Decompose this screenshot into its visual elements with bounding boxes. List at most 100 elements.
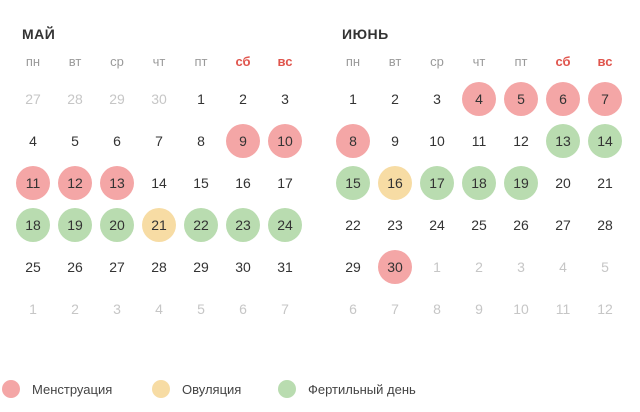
day-cell-fertile[interactable]: 19 bbox=[54, 204, 96, 246]
day-number: 6 bbox=[349, 301, 357, 317]
calendar-month-june: ИЮНЬ пн вт ср чт пт сб вс 1 2 3 4 5 6 7 8 9 10 11 12 13 14 1… bbox=[332, 22, 626, 330]
day-cell[interactable]: 1 bbox=[332, 78, 374, 120]
day-cell[interactable]: 10 bbox=[416, 120, 458, 162]
day-cell[interactable]: 30 bbox=[222, 246, 264, 288]
day-cell[interactable]: 23 bbox=[374, 204, 416, 246]
day-cell-period[interactable]: 13 bbox=[96, 162, 138, 204]
day-number: 2 bbox=[475, 259, 483, 275]
day-number: 29 bbox=[109, 91, 125, 107]
day-cell[interactable]: 15 bbox=[180, 162, 222, 204]
month-title: ИЮНЬ bbox=[342, 26, 389, 42]
day-cell-period[interactable]: 10 bbox=[264, 120, 306, 162]
day-number: 7 bbox=[155, 133, 163, 149]
day-number: 8 bbox=[336, 124, 370, 158]
day-cell-fertile[interactable]: 17 bbox=[416, 162, 458, 204]
weekday-label: вс bbox=[277, 54, 293, 69]
day-cell-period[interactable]: 30 bbox=[374, 246, 416, 288]
day-cell-fertile[interactable]: 15 bbox=[332, 162, 374, 204]
day-cell[interactable]: 4 bbox=[12, 120, 54, 162]
day-cell[interactable]: 2 bbox=[222, 78, 264, 120]
day-cell[interactable]: 31 bbox=[264, 246, 306, 288]
weekday-label: сб bbox=[235, 54, 251, 69]
day-cell[interactable]: 1 bbox=[180, 78, 222, 120]
day-cell-ovulation[interactable]: 21 bbox=[138, 204, 180, 246]
day-cell-other-month: 3 bbox=[500, 246, 542, 288]
day-number: 3 bbox=[113, 301, 121, 317]
day-cell-fertile[interactable]: 13 bbox=[542, 120, 584, 162]
day-cell-period[interactable]: 6 bbox=[542, 78, 584, 120]
day-number: 30 bbox=[235, 259, 251, 275]
legend-item-ovulation: Овуляция bbox=[152, 374, 241, 404]
day-number: 14 bbox=[588, 124, 622, 158]
period-dot-icon bbox=[2, 380, 20, 398]
day-cell-period[interactable]: 7 bbox=[584, 78, 626, 120]
day-number: 1 bbox=[433, 259, 441, 275]
day-cell[interactable]: 3 bbox=[416, 78, 458, 120]
day-cell-other-month: 4 bbox=[138, 288, 180, 330]
day-cell[interactable]: 27 bbox=[542, 204, 584, 246]
day-cell[interactable]: 11 bbox=[458, 120, 500, 162]
day-cell[interactable]: 25 bbox=[458, 204, 500, 246]
day-cell[interactable]: 28 bbox=[584, 204, 626, 246]
day-cell[interactable]: 25 bbox=[12, 246, 54, 288]
day-cell-period[interactable]: 5 bbox=[500, 78, 542, 120]
day-cell[interactable]: 7 bbox=[138, 120, 180, 162]
day-cell-ovulation[interactable]: 16 bbox=[374, 162, 416, 204]
day-number: 18 bbox=[16, 208, 50, 242]
day-cell[interactable]: 26 bbox=[500, 204, 542, 246]
day-cell[interactable]: 14 bbox=[138, 162, 180, 204]
day-cell-fertile[interactable]: 20 bbox=[96, 204, 138, 246]
day-cell[interactable]: 26 bbox=[54, 246, 96, 288]
day-cell[interactable]: 29 bbox=[180, 246, 222, 288]
day-cell[interactable]: 12 bbox=[500, 120, 542, 162]
day-cell-other-month: 12 bbox=[584, 288, 626, 330]
day-cell-period[interactable]: 12 bbox=[54, 162, 96, 204]
day-cell-fertile[interactable]: 22 bbox=[180, 204, 222, 246]
day-cell-period[interactable]: 8 bbox=[332, 120, 374, 162]
day-number: 2 bbox=[391, 91, 399, 107]
day-cell[interactable]: 16 bbox=[222, 162, 264, 204]
day-cell[interactable]: 9 bbox=[374, 120, 416, 162]
day-cell[interactable]: 28 bbox=[138, 246, 180, 288]
day-cell-fertile[interactable]: 18 bbox=[458, 162, 500, 204]
day-cell-other-month: 28 bbox=[54, 78, 96, 120]
day-number: 12 bbox=[513, 133, 529, 149]
day-cell[interactable]: 29 bbox=[332, 246, 374, 288]
day-cell-period[interactable]: 9 bbox=[222, 120, 264, 162]
day-cell[interactable]: 6 bbox=[96, 120, 138, 162]
day-number: 27 bbox=[25, 91, 41, 107]
day-number: 24 bbox=[268, 208, 302, 242]
weekday-label: вс bbox=[597, 54, 613, 69]
day-number: 13 bbox=[546, 124, 580, 158]
day-cell-other-month: 7 bbox=[264, 288, 306, 330]
day-number: 21 bbox=[142, 208, 176, 242]
day-cell-other-month: 27 bbox=[12, 78, 54, 120]
day-cell[interactable]: 2 bbox=[374, 78, 416, 120]
day-cell-fertile[interactable]: 24 bbox=[264, 204, 306, 246]
day-cell-fertile[interactable]: 18 bbox=[12, 204, 54, 246]
weekday-label: ср bbox=[110, 54, 124, 69]
days-grid: 1 2 3 4 5 6 7 8 9 10 11 12 13 14 15 16 17 18 19 20 21 22 23 24 2… bbox=[332, 78, 626, 330]
day-cell[interactable]: 3 bbox=[264, 78, 306, 120]
day-cell-fertile[interactable]: 14 bbox=[584, 120, 626, 162]
day-cell-period[interactable]: 11 bbox=[12, 162, 54, 204]
day-cell[interactable]: 17 bbox=[264, 162, 306, 204]
day-number: 24 bbox=[429, 217, 445, 233]
day-number: 29 bbox=[345, 259, 361, 275]
day-cell[interactable]: 27 bbox=[96, 246, 138, 288]
day-number: 22 bbox=[184, 208, 218, 242]
day-cell-fertile[interactable]: 19 bbox=[500, 162, 542, 204]
day-cell[interactable]: 5 bbox=[54, 120, 96, 162]
day-cell-period[interactable]: 4 bbox=[458, 78, 500, 120]
day-cell[interactable]: 20 bbox=[542, 162, 584, 204]
day-number: 14 bbox=[151, 175, 167, 191]
day-cell[interactable]: 24 bbox=[416, 204, 458, 246]
legend-label: Фертильный день bbox=[308, 381, 416, 397]
day-number: 1 bbox=[349, 91, 357, 107]
day-cell-fertile[interactable]: 23 bbox=[222, 204, 264, 246]
day-cell[interactable]: 22 bbox=[332, 204, 374, 246]
day-cell[interactable]: 8 bbox=[180, 120, 222, 162]
day-number: 4 bbox=[559, 259, 567, 275]
day-number: 17 bbox=[277, 175, 293, 191]
day-cell[interactable]: 21 bbox=[584, 162, 626, 204]
